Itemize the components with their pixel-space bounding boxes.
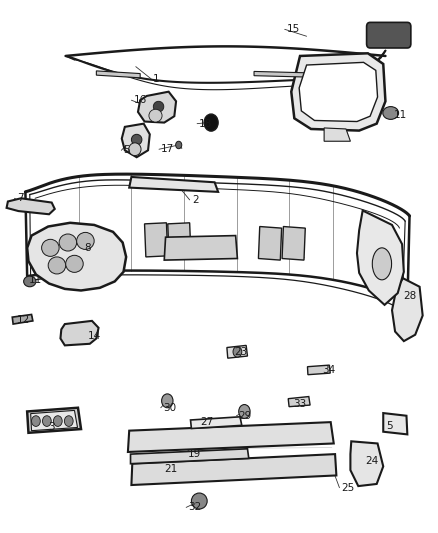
Text: 3: 3 (48, 423, 55, 432)
Ellipse shape (32, 416, 40, 426)
Text: 32: 32 (188, 503, 201, 512)
Polygon shape (122, 124, 150, 157)
Polygon shape (7, 198, 55, 214)
Polygon shape (392, 278, 423, 341)
Text: 14: 14 (88, 331, 101, 341)
Polygon shape (288, 397, 310, 407)
Polygon shape (27, 408, 81, 433)
FancyBboxPatch shape (367, 22, 411, 48)
Polygon shape (131, 454, 336, 485)
Text: 5: 5 (124, 146, 130, 155)
Polygon shape (191, 417, 242, 429)
Text: 24: 24 (366, 456, 379, 466)
Polygon shape (254, 71, 315, 77)
Ellipse shape (53, 416, 62, 426)
Polygon shape (31, 410, 78, 431)
Ellipse shape (239, 405, 250, 418)
Ellipse shape (131, 134, 142, 145)
Polygon shape (60, 321, 99, 345)
Polygon shape (131, 449, 249, 464)
Polygon shape (383, 413, 407, 434)
Text: 23: 23 (234, 347, 247, 357)
Text: 25: 25 (342, 483, 355, 492)
Ellipse shape (204, 114, 218, 131)
Ellipse shape (77, 232, 94, 249)
Polygon shape (299, 62, 378, 122)
Ellipse shape (64, 416, 73, 426)
Polygon shape (96, 71, 140, 78)
Text: 8: 8 (84, 243, 91, 253)
Text: 1: 1 (153, 74, 160, 84)
Ellipse shape (66, 255, 83, 272)
Text: 11: 11 (28, 275, 42, 285)
Text: 15: 15 (287, 25, 300, 34)
Text: 7: 7 (17, 193, 23, 203)
Polygon shape (168, 223, 191, 257)
Polygon shape (138, 92, 176, 123)
Ellipse shape (233, 346, 242, 357)
Ellipse shape (176, 141, 182, 149)
Ellipse shape (59, 234, 77, 251)
Polygon shape (357, 211, 404, 305)
Ellipse shape (149, 109, 162, 122)
Ellipse shape (129, 143, 141, 156)
Text: 5: 5 (386, 422, 393, 431)
Ellipse shape (372, 248, 392, 280)
Text: 28: 28 (403, 291, 416, 301)
Text: 21: 21 (164, 464, 177, 474)
Text: 18: 18 (199, 119, 212, 128)
Polygon shape (307, 365, 330, 375)
Polygon shape (258, 227, 282, 260)
Text: 12: 12 (17, 315, 30, 325)
Polygon shape (227, 345, 247, 358)
Polygon shape (282, 227, 305, 260)
Polygon shape (128, 422, 334, 452)
Polygon shape (27, 223, 126, 290)
Polygon shape (164, 236, 237, 260)
Ellipse shape (153, 101, 164, 112)
Polygon shape (145, 223, 168, 257)
Text: 19: 19 (187, 449, 201, 459)
Polygon shape (324, 128, 350, 141)
Ellipse shape (191, 493, 207, 509)
Ellipse shape (42, 416, 51, 426)
Text: 33: 33 (293, 399, 307, 409)
Ellipse shape (24, 276, 36, 287)
Ellipse shape (42, 239, 59, 256)
Text: 34: 34 (322, 366, 335, 375)
Polygon shape (12, 314, 33, 324)
Polygon shape (129, 177, 218, 192)
Text: 30: 30 (163, 403, 176, 413)
Text: 2: 2 (192, 195, 198, 205)
Polygon shape (291, 53, 385, 131)
Ellipse shape (48, 257, 66, 274)
Text: 27: 27 (201, 417, 214, 427)
Text: 17: 17 (161, 144, 174, 154)
Ellipse shape (162, 394, 173, 408)
Text: 16: 16 (134, 95, 147, 105)
Text: 29: 29 (239, 411, 252, 421)
Text: 11: 11 (394, 110, 407, 119)
Polygon shape (350, 441, 383, 486)
Ellipse shape (383, 107, 399, 119)
